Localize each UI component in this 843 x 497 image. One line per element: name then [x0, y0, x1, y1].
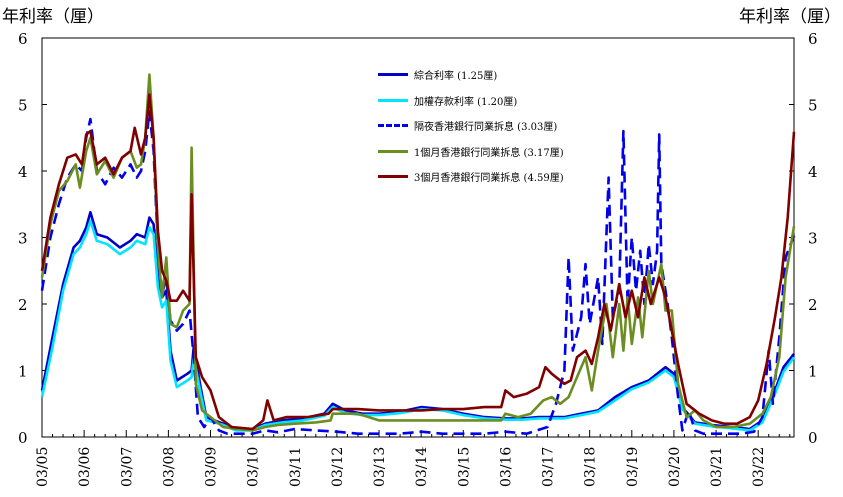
- y-tick-label-left: 0: [18, 429, 28, 447]
- series-line: [40, 210, 796, 431]
- x-tick-label: 03/08: [161, 447, 177, 487]
- x-tick-label: 03/20: [667, 447, 683, 487]
- x-tick-label: 03/19: [625, 447, 641, 487]
- x-tick-label: 03/22: [751, 447, 767, 487]
- legend-label: 加權存款利率 (1.20厘): [414, 96, 518, 108]
- y-tick-label-right: 0: [808, 429, 818, 447]
- legend-swatch: [378, 98, 408, 102]
- y-tick-label-left: 6: [18, 30, 28, 48]
- x-tick-label: 03/07: [119, 447, 135, 487]
- legend-label: 隔夜香港銀行同業拆息 (3.03厘): [414, 122, 558, 133]
- x-tick-label: 03/21: [709, 447, 725, 487]
- series-line: [40, 109, 796, 435]
- legend-swatch: [378, 149, 408, 153]
- legend-swatch: [378, 124, 408, 127]
- legend-label: 3個月香港銀行同業拆息 (4.59厘): [414, 173, 564, 184]
- series-line: [40, 93, 796, 431]
- x-tick-label: 03/09: [204, 447, 220, 487]
- x-tick-label: 03/05: [35, 447, 51, 487]
- legend-label: 綜合利率 (1.25厘): [414, 71, 498, 82]
- x-tick-label: 03/14: [414, 447, 430, 487]
- x-tick-label: 03/15: [456, 447, 472, 487]
- y-tick-label-left: 3: [18, 230, 28, 248]
- x-tick-label: 03/13: [372, 447, 388, 487]
- legend-swatch: [378, 175, 408, 178]
- y-tick-label-right: 1: [808, 363, 818, 381]
- x-tick-label: 03/12: [330, 447, 346, 487]
- y-tick-label-left: 4: [18, 163, 28, 181]
- y-tick-label-left: 1: [18, 363, 28, 381]
- y-tick-label-right: 5: [808, 97, 818, 115]
- y-tick-label-left: 2: [18, 296, 28, 314]
- y-tick-label-left: 5: [18, 97, 28, 115]
- x-tick-label: 03/16: [498, 447, 514, 487]
- x-tick-label: 03/11: [288, 447, 304, 487]
- x-tick-label: 03/06: [77, 447, 93, 487]
- y-tick-label-right: 2: [808, 296, 818, 314]
- y-tick-label-right: 6: [808, 30, 818, 48]
- y-axis-label-right: 年利率（厘）: [739, 7, 841, 27]
- series-line: [40, 219, 796, 432]
- legend-swatch: [378, 73, 408, 76]
- legend-label: 1個月香港銀行同業拆息 (3.17厘): [414, 147, 564, 159]
- x-tick-label: 03/17: [541, 447, 557, 487]
- y-axis-label-left: 年利率（厘）: [2, 7, 104, 27]
- y-tick-label-right: 3: [808, 230, 818, 248]
- x-tick-label: 03/18: [583, 447, 599, 487]
- x-tick-label: 03/10: [246, 447, 262, 487]
- y-tick-label-right: 4: [808, 163, 818, 181]
